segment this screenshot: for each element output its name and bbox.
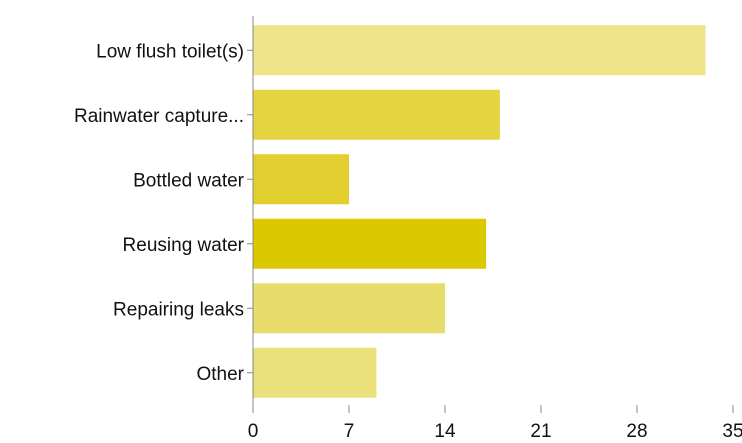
bar-low-flush-toilet-s	[253, 25, 706, 76]
category-label: Repairing leaks	[113, 299, 244, 320]
bars-layer	[253, 25, 706, 398]
bar-rainwater-capture	[253, 89, 500, 140]
x-tick-label: 7	[344, 421, 355, 442]
category-label: Reusing water	[123, 235, 245, 256]
bar-reusing-water	[253, 218, 487, 269]
category-label: Low flush toilet(s)	[96, 41, 244, 62]
x-tick-label: 14	[434, 421, 456, 442]
bar-repairing-leaks	[253, 283, 445, 334]
bar-other	[253, 347, 377, 398]
bar-bottled-water	[253, 154, 349, 205]
x-tick-label: 21	[530, 421, 551, 442]
x-tick-label: 0	[248, 421, 259, 442]
axes-layer	[247, 16, 734, 413]
category-label: Rainwater capture...	[74, 106, 244, 127]
labels-layer: Low flush toilet(s) Rainwater capture... B…	[74, 41, 742, 442]
category-label: Bottled water	[133, 170, 245, 191]
x-tick-label: 35	[722, 421, 742, 442]
x-tick-label: 28	[626, 421, 647, 442]
category-label: Other	[196, 364, 244, 385]
